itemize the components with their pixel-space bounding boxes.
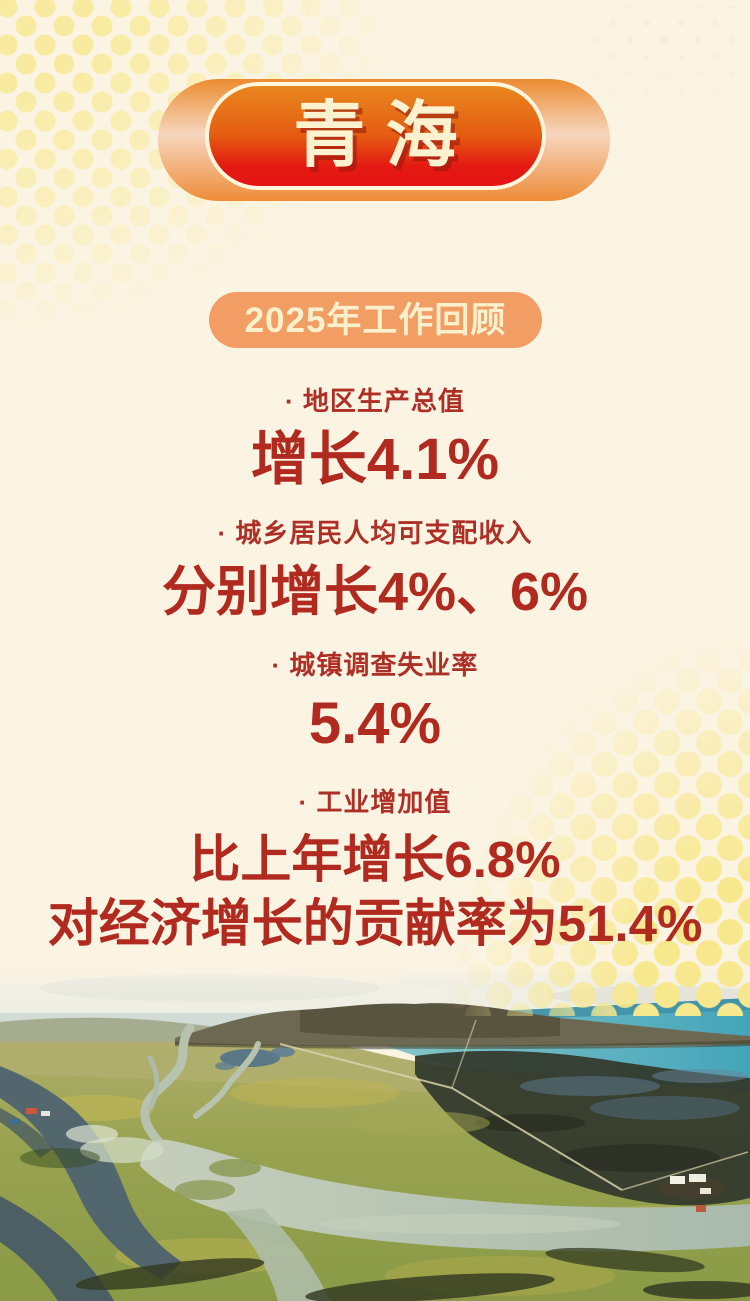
stat-label: · 城镇调查失业率	[271, 650, 479, 680]
stat-label: · 工业增加值	[298, 787, 452, 817]
stat-income: · 城乡居民人均可支配收入 分别增长4%、6%	[0, 518, 750, 624]
stat-unemployment: · 城镇调查失业率 5.4%	[0, 650, 750, 756]
section-banner-label: 2025年工作回顾	[244, 300, 507, 340]
aerial-river-delta-illustration	[0, 958, 750, 1301]
stat-industry: · 工业增加值 比上年增长6.8% 对经济增长的贡献率为51.4%	[0, 787, 750, 956]
stat-label: · 地区生产总值	[285, 386, 465, 416]
halftone-dots-top-right	[596, 6, 736, 126]
stat-value: 分别增长4%、6%	[161, 562, 589, 622]
stat-value-line: 比上年增长6.8%	[189, 831, 561, 888]
stat-value: 5.4%	[308, 691, 442, 756]
halftone-dots-top-left	[0, 0, 498, 448]
province-name: 青海	[293, 96, 478, 176]
stat-gdp: · 地区生产总值 增长4.1%	[0, 386, 750, 492]
landscape-photo	[0, 958, 750, 1301]
province-badge: 青海	[158, 79, 610, 201]
stat-value-line: 对经济增长的贡献率为51.4%	[47, 895, 703, 952]
stat-label: · 城乡居民人均可支配收入	[217, 518, 533, 548]
section-banner: 2025年工作回顾	[209, 292, 542, 348]
province-badge-pill: 青海	[205, 82, 546, 190]
stat-value: 增长4.1%	[250, 427, 500, 492]
